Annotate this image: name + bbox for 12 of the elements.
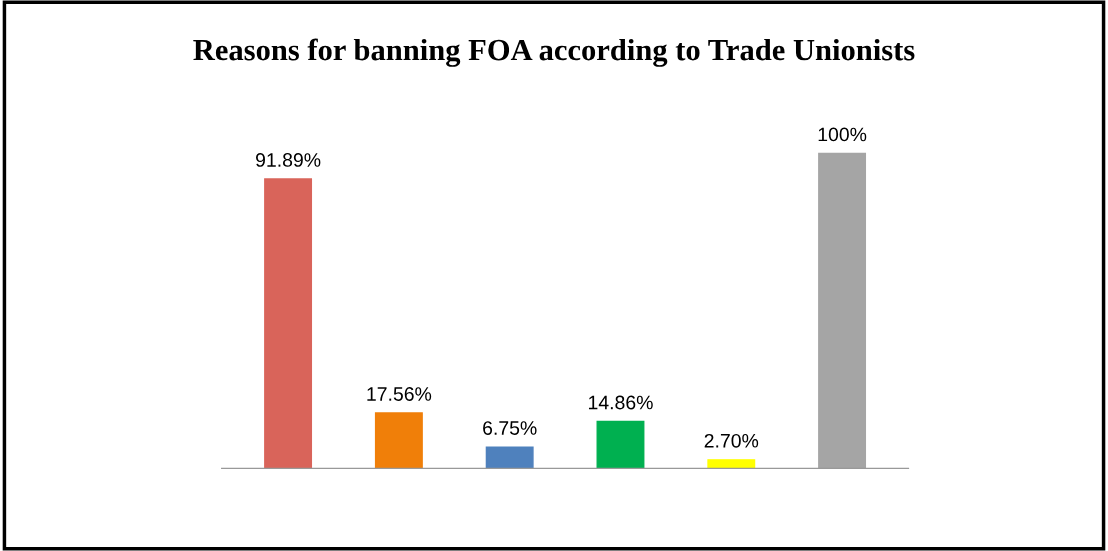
bar	[707, 459, 756, 469]
bar	[264, 178, 313, 469]
bar	[596, 420, 645, 469]
data-label: 14.86%	[588, 395, 653, 410]
chart-title: Reasons for banning FOA according to Trade Unionists	[193, 38, 915, 67]
bar	[485, 446, 534, 469]
data-label: 2.70%	[704, 433, 759, 448]
data-label: 100%	[818, 127, 867, 142]
data-label: 17.56%	[367, 387, 432, 401]
bar	[374, 412, 423, 469]
data-label: 91.89%	[256, 153, 321, 167]
data-label: 6.75%	[483, 421, 537, 435]
